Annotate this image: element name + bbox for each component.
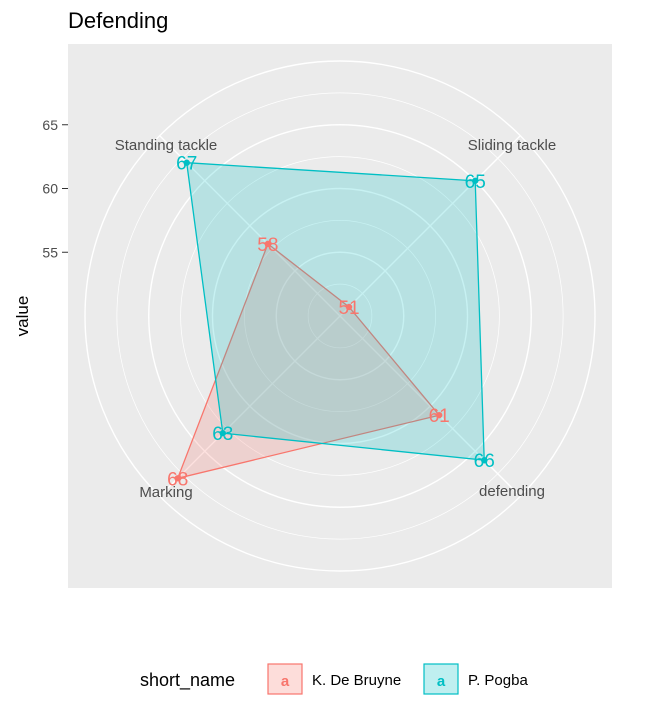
legend-key-1 [423, 663, 459, 695]
legend: short_name a K. De Bruyne a P. Pogba [140, 663, 528, 695]
series-1-point-1 [472, 177, 479, 184]
series-1-point-0 [183, 159, 190, 166]
grid-spoke-0 [159, 135, 341, 317]
grid-spoke-1 [339, 135, 521, 317]
series-0-value-label-2: 61 [429, 406, 450, 427]
chart-title: Defending [68, 8, 168, 33]
legend-title: short_name [140, 670, 235, 691]
y-tick-label-1: 60 [42, 181, 58, 197]
grid-ring-1 [275, 251, 405, 381]
series-0-value-label-1: 51 [338, 298, 359, 319]
axis-label-1: Sliding tackle [468, 137, 556, 154]
legend-key-glyph-1: a [437, 673, 446, 690]
grid-ring-0 [307, 283, 373, 349]
series-1-value-label-0: 67 [176, 154, 197, 175]
legend-label-1: P. Pogba [468, 672, 528, 689]
axis-label-3: Marking [139, 484, 192, 501]
grid-ring-3 [211, 187, 469, 445]
series-1-point-3 [219, 430, 226, 437]
series-layer: 58 51 61 68 67 65 66 63 [167, 154, 495, 491]
series-0-point-2 [435, 411, 443, 419]
series-0-value-label-3: 68 [167, 469, 188, 490]
grid-spoke-2 [339, 315, 521, 497]
legend-label-0: K. De Bruyne [312, 672, 401, 689]
y-axis: 55 60 65 [42, 117, 68, 260]
series-0-point-0 [264, 240, 272, 248]
series-0-point-3 [174, 475, 181, 482]
grid-spoke-3 [159, 315, 341, 497]
grid-ring-5 [148, 124, 532, 508]
grid-ring-6 [116, 92, 564, 540]
legend-key-0 [267, 663, 303, 695]
series-1-value-label-3: 63 [212, 424, 233, 445]
grid-ring-4 [180, 156, 500, 476]
series-1-point-2 [481, 457, 488, 464]
grid-layer [84, 60, 596, 572]
series-1-value-label-1: 65 [465, 172, 486, 193]
series-0-value-label-0: 58 [257, 235, 278, 256]
series-0-point-1 [345, 303, 353, 311]
grid-ring-2 [244, 220, 436, 412]
grid-ring-7 [84, 60, 596, 572]
y-tick-label-2: 65 [42, 117, 58, 133]
axis-label-0: Standing tackle [115, 137, 218, 154]
legend-key-glyph-0: a [281, 673, 290, 690]
y-axis-title: value [13, 296, 32, 337]
y-tick-label-0: 55 [42, 244, 58, 260]
series-1-value-label-2: 66 [474, 451, 495, 472]
axis-labels: Standing tackle Sliding tackle defending Ma… [115, 137, 556, 501]
axis-label-2: defending [479, 483, 545, 500]
